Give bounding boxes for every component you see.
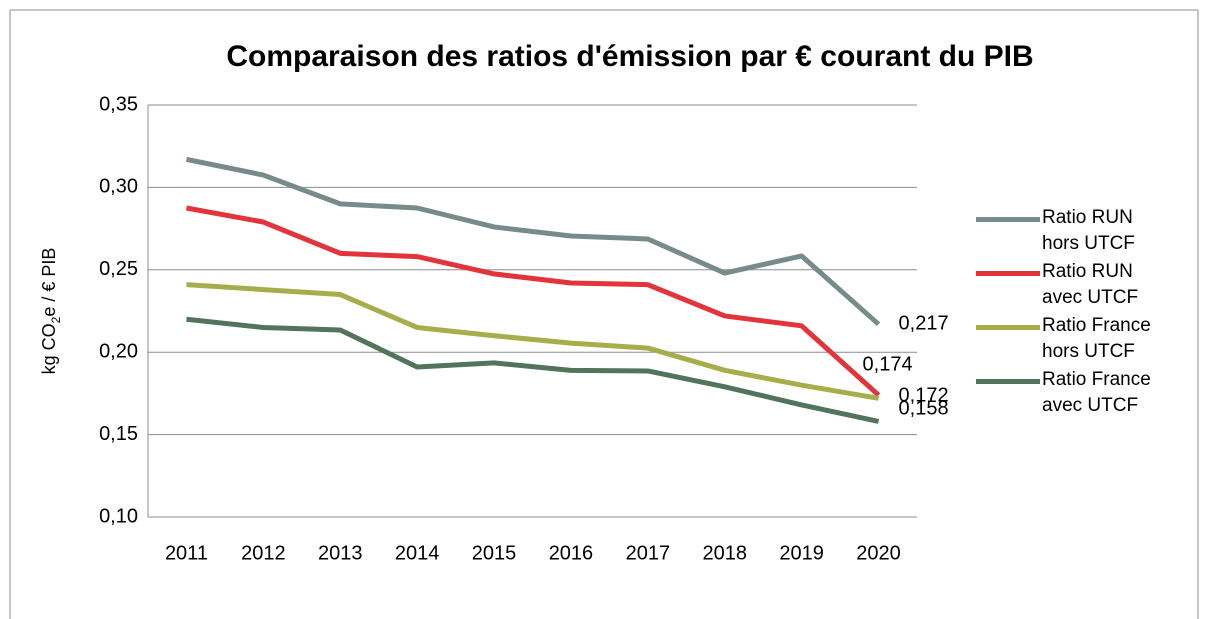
x-tick-label: 2017 — [626, 542, 671, 564]
legend-item: Ratio RUN avec UTCF — [976, 259, 1166, 311]
y-label-sub: 2 — [49, 316, 63, 323]
legend-label: Ratio RUN hors UTCF — [1042, 207, 1135, 254]
y-label-part: kg CO — [39, 323, 59, 374]
legend-label: Ratio RUN avec UTCF — [1042, 261, 1139, 308]
y-tick-label: 0,25 — [99, 258, 138, 280]
legend-label: Ratio France hors UTCF — [1042, 315, 1151, 362]
y-tick-label: 0,20 — [99, 340, 138, 362]
series-line — [186, 205, 881, 397]
chart-title: Comparaison des ratios d'émission par € … — [226, 40, 1033, 73]
legend-swatch — [976, 217, 1040, 222]
x-tick-label: 2020 — [856, 542, 901, 564]
legend-swatch — [976, 325, 1040, 330]
series-line — [186, 316, 880, 424]
x-tick-label: 2011 — [165, 542, 208, 564]
series-line — [186, 282, 879, 401]
y-tick-label: 0,15 — [99, 423, 138, 445]
legend-swatch — [976, 271, 1040, 276]
x-tick-label: 2019 — [779, 542, 824, 564]
chart-border — [9, 9, 1199, 619]
y-tick-label: 0,35 — [99, 93, 138, 115]
y-tick-label: 0,10 — [99, 505, 138, 527]
legend-label: Ratio France avec UTCF — [1042, 369, 1151, 416]
x-tick-label: 2018 — [703, 542, 748, 564]
series-line — [185, 156, 881, 327]
x-tick-label: 2016 — [549, 542, 594, 564]
data-label: 0,158 — [899, 398, 949, 420]
data-label: 0,217 — [899, 312, 949, 334]
x-tick-label: 2013 — [318, 542, 363, 564]
data-label: 0,174 — [863, 353, 913, 375]
legend-item: Ratio France hors UTCF — [976, 313, 1166, 365]
legend-item: Ratio France avec UTCF — [976, 367, 1166, 419]
legend: Ratio RUN hors UTCF Ratio RUN avec UTCF Ra… — [976, 205, 1166, 421]
x-tick-label: 2012 — [241, 542, 286, 564]
x-tick-label: 2015 — [472, 542, 517, 564]
data-label: 0,172 — [899, 385, 949, 407]
y-label-part: e / € PIB — [39, 248, 59, 317]
x-tick-label: 2014 — [395, 542, 440, 564]
y-tick-label: 0,30 — [99, 176, 138, 198]
legend-item: Ratio RUN hors UTCF — [976, 205, 1166, 257]
legend-swatch — [976, 379, 1040, 384]
y-axis-label: kg CO2e / € PIB — [39, 248, 63, 375]
